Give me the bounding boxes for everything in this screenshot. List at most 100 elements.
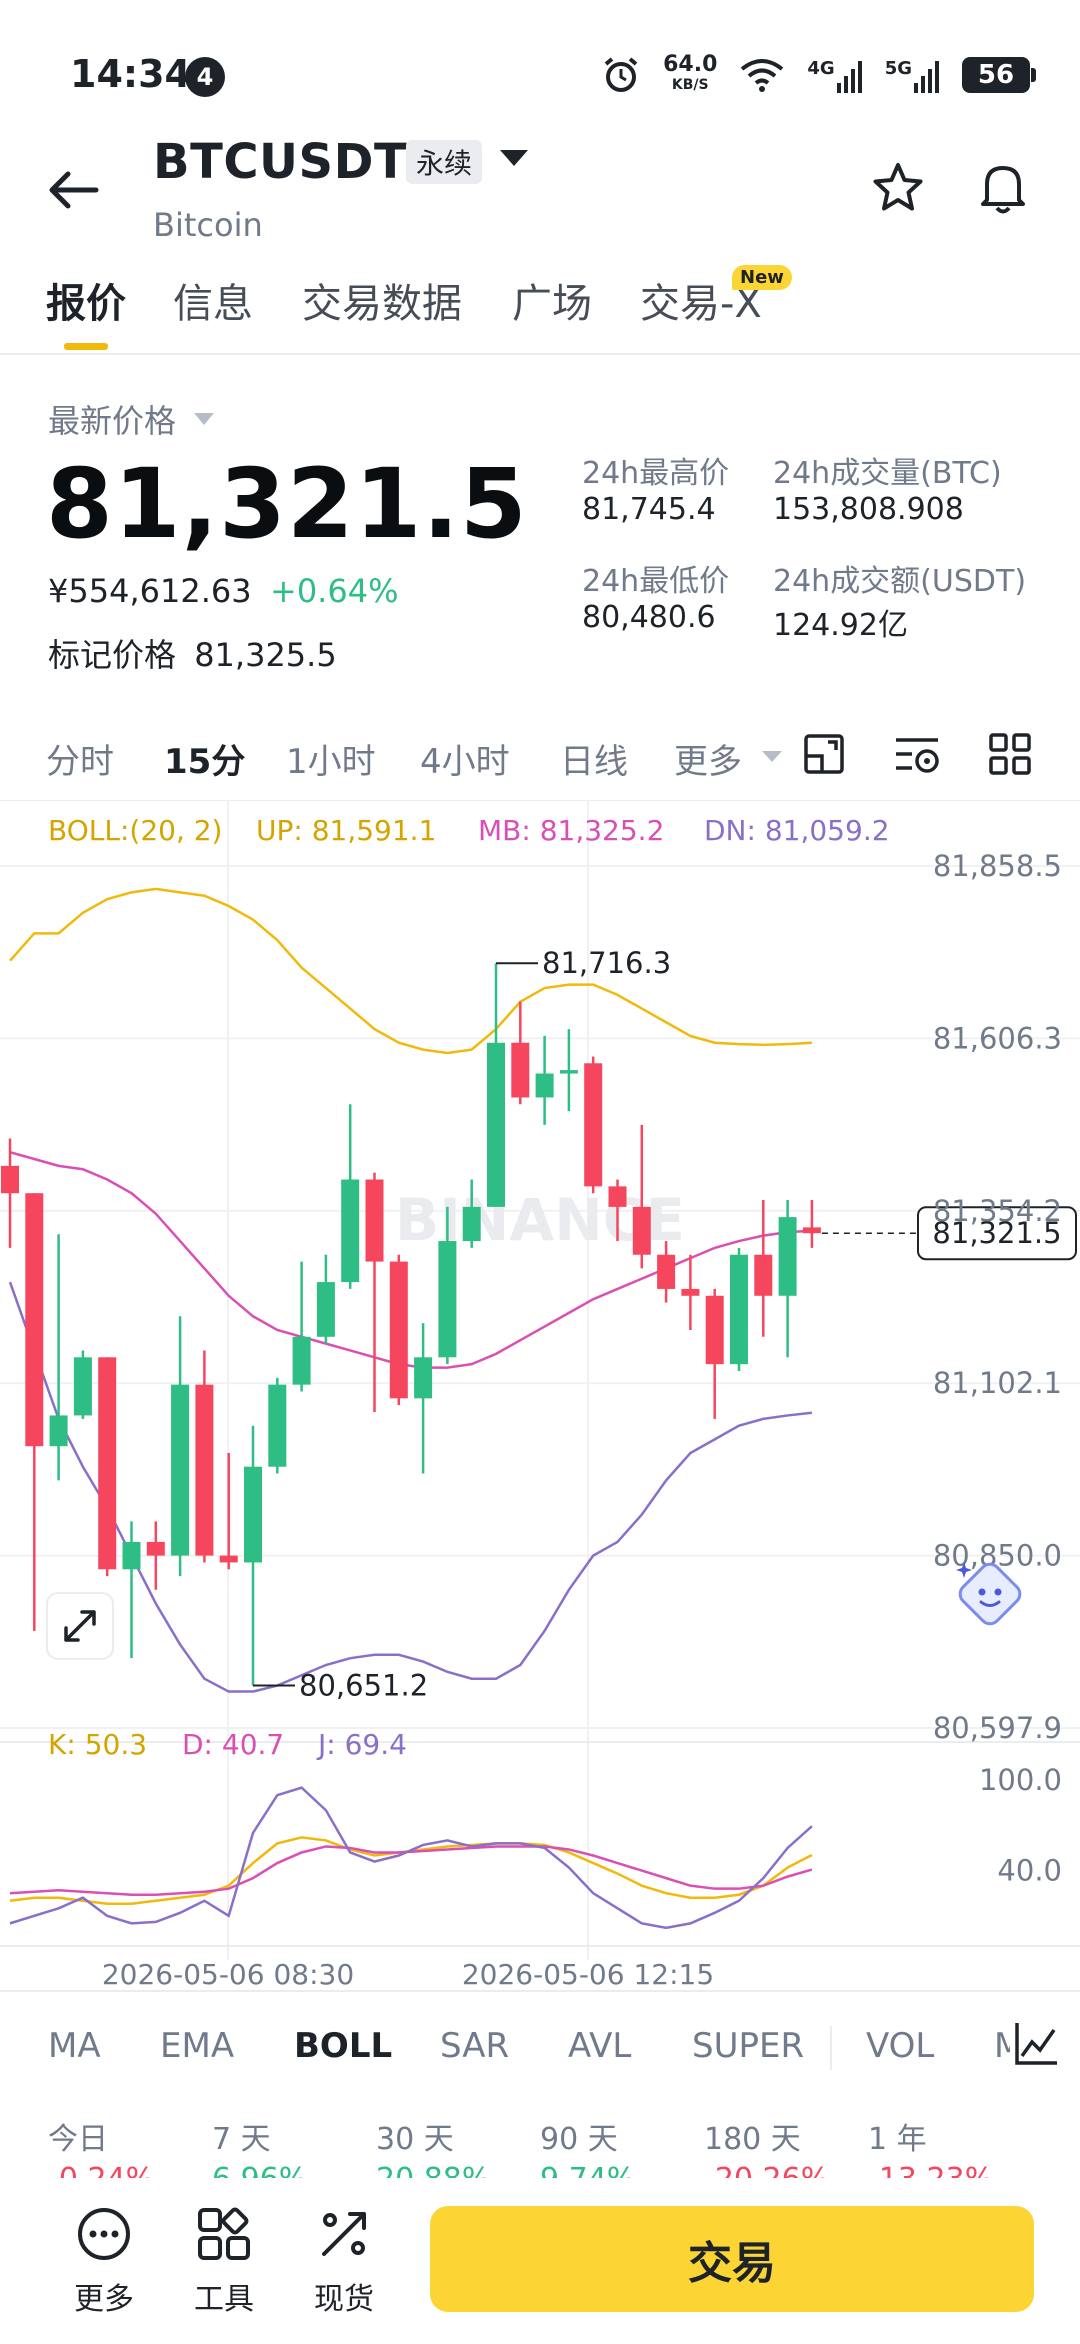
indicator-settings-icon[interactable] [894,732,940,776]
signal-icon [914,60,939,93]
candle-body [341,1179,360,1283]
fiat-price: ¥554,612.63 [48,572,252,610]
kdj-y-tick-label: 100.0 [979,1763,1062,1797]
candle-body [608,1186,627,1207]
bottom-action-bar: 更多 工具 现货 交易 [0,2180,1080,2344]
low-24h-value: 80,480.6 [582,600,716,635]
ai-assistant-icon[interactable] [952,1556,1026,1630]
indicator-boll[interactable]: BOLL [294,2026,393,2066]
indicator-avl[interactable]: AVL [568,2026,632,2066]
tab-square[interactable]: 广场 [512,281,592,327]
volume-usdt-label: 24h成交额(USDT) [773,564,1027,599]
tab-info[interactable]: 信息 [173,281,253,327]
indicator-ma[interactable]: MA [48,2026,101,2066]
alarm-icon [604,57,638,92]
indicator-vol[interactable]: VOL [866,2026,935,2066]
contract-type-badge: 永续 [406,140,483,184]
interval-15m[interactable]: 15分 [164,742,246,782]
kdj-j-legend: J: 69.4 [316,1728,407,1761]
layout-grid-icon[interactable] [988,732,1032,776]
candle-body [292,1336,311,1385]
kdj-y-tick-label: 40.0 [997,1854,1062,1888]
mark-price: 标记价格 81,325.5 [48,630,337,676]
more-dropdown-icon[interactable] [762,751,782,762]
volume-usdt-value: 124.92亿 [773,608,908,643]
candle-body [657,1254,676,1289]
x-axis-label: 2026-05-06 12:15 [462,1958,714,1990]
y-tick-label: 81,102.1 [933,1366,1062,1400]
interval-more[interactable]: 更多 [674,742,742,782]
main-tabs: 报价 信息 交易数据 广场 交易-X New [0,265,1080,355]
interval-1h[interactable]: 1小时 [286,742,376,782]
indicator-chart-icon[interactable] [1012,2018,1062,2068]
tab-quote[interactable]: 报价 [46,281,126,327]
boll-middle-line [9,1150,812,1369]
kdj-j-line [9,1786,813,1930]
spot-button[interactable]: 现货 [294,2206,394,2318]
kdj-k-legend: K: 50.3 [48,1728,147,1761]
asset-name: Bitcoin [153,206,263,244]
candle-body [146,1541,165,1556]
interval-line[interactable]: 分时 [46,742,114,782]
performance-row: 今日-0.24% 7 天6.96% 30 天20.88% 90 天9.74% 1… [0,2098,1080,2178]
last-price-tag: 81,321.5 [932,1216,1061,1250]
boll-dn-legend: DN: 81,059.2 [704,814,890,847]
last-price: 81,321.5 [46,448,528,560]
symbol-dropdown-icon[interactable] [500,150,528,166]
perf-180d: 180 天-20.26% [704,2122,829,2178]
tools-button[interactable]: 工具 [174,2206,274,2318]
price-change-percent: +0.64% [270,572,399,610]
perf-today: 今日-0.24% [48,2122,154,2178]
expand-icon [64,1610,96,1642]
indicator-macd[interactable]: M [994,2026,1010,2066]
candle-body [511,1042,530,1098]
low-annotation: 80,651.2 [299,1669,428,1703]
notification-count-badge: 4 [185,57,225,97]
interval-1d[interactable]: 日线 [560,742,628,782]
candle-body [1,1165,19,1194]
price-chart[interactable]: BINANCE 81,716.380,651.281,321.5 81,858.… [0,800,1080,1990]
y-tick-label: 81,354.2 [933,1194,1062,1228]
candle-body [268,1384,287,1467]
bell-alert-icon[interactable] [975,158,1031,218]
candle-body [802,1227,821,1234]
last-price-label[interactable]: 最新价格 [48,402,177,440]
y-tick-label: 81,606.3 [933,1021,1062,1055]
volume-btc-value: 153,808.908 [773,492,964,527]
boll-lower-line [8,1281,813,1693]
volume-btc-label: 24h成交量(BTC) [773,456,1002,491]
high-24h-label: 24h最高价 [582,456,730,491]
price-type-dropdown-icon[interactable] [194,413,214,425]
candle-body [171,1384,190,1556]
candle-body [316,1282,335,1337]
indicator-ema[interactable]: EMA [160,2026,235,2066]
candle-body [73,1357,92,1416]
candle-body [535,1073,554,1098]
candle-body [365,1179,384,1262]
candle-body [462,1206,481,1242]
symbol-title[interactable]: BTCUSDT [153,134,408,190]
active-tab-indicator [64,343,108,350]
more-dots-icon [78,2208,130,2260]
sim1-signal: 4G [807,58,862,93]
candle-body [705,1295,724,1365]
candle-body [25,1193,44,1447]
boll-up-legend: UP: 81,591.1 [256,814,436,847]
candle-body [754,1254,773,1296]
indicator-super[interactable]: SUPER [692,2026,805,2066]
candle-body [195,1384,214,1556]
x-axis-label: 2026-05-06 08:30 [102,1958,354,1990]
candle-body [389,1261,408,1399]
interval-4h[interactable]: 4小时 [420,742,510,782]
favorite-star-icon[interactable] [870,160,926,216]
tab-trading-data[interactable]: 交易数据 [302,281,462,327]
back-arrow-icon[interactable] [44,160,104,220]
trade-button[interactable]: 交易 [430,2206,1034,2312]
fullscreen-button[interactable] [46,1592,114,1660]
depth-chart-icon[interactable] [802,732,846,776]
high-annotation: 81,716.3 [542,946,671,980]
indicator-sar[interactable]: SAR [440,2026,510,2066]
more-button[interactable]: 更多 [54,2206,154,2318]
net-speed: 64.0 KB/S [663,52,718,94]
sim2-signal: 5G [885,58,940,93]
